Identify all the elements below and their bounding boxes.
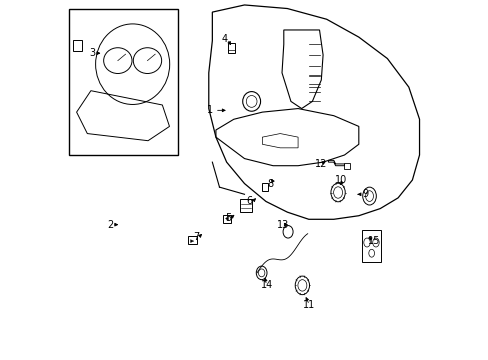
Bar xyxy=(240,199,251,212)
Text: 5: 5 xyxy=(224,212,231,222)
Text: 3: 3 xyxy=(89,48,95,58)
Text: 12: 12 xyxy=(314,159,326,169)
Text: 7: 7 xyxy=(192,232,199,242)
Bar xyxy=(73,40,82,50)
Bar xyxy=(223,215,230,223)
Text: 9: 9 xyxy=(362,189,368,199)
Bar xyxy=(228,43,234,53)
Text: 13: 13 xyxy=(276,220,288,230)
Text: 11: 11 xyxy=(303,300,315,310)
Polygon shape xyxy=(190,240,193,243)
Bar xyxy=(262,183,268,191)
Bar xyxy=(69,9,178,155)
Text: 8: 8 xyxy=(267,179,273,189)
Text: 6: 6 xyxy=(246,197,252,206)
Text: 14: 14 xyxy=(260,280,272,291)
Text: 15: 15 xyxy=(367,236,379,246)
Bar xyxy=(361,230,381,262)
Text: 1: 1 xyxy=(206,105,213,115)
Text: 2: 2 xyxy=(107,220,113,230)
Bar xyxy=(343,163,349,168)
Bar xyxy=(188,237,197,244)
Polygon shape xyxy=(225,216,228,221)
Text: 10: 10 xyxy=(334,175,346,185)
Text: 4: 4 xyxy=(221,34,227,44)
